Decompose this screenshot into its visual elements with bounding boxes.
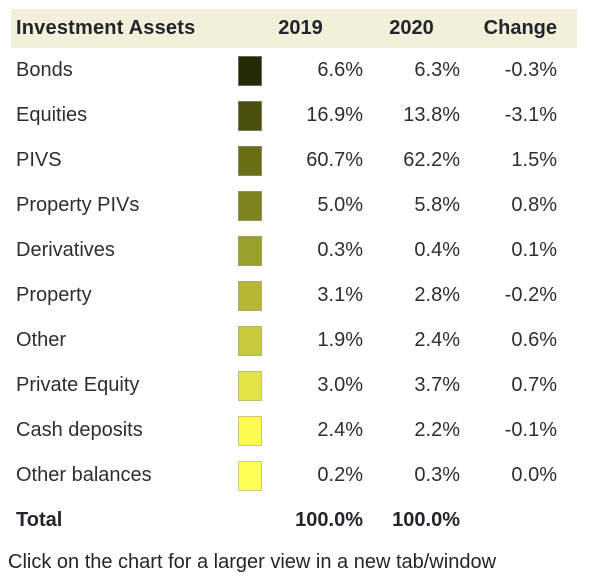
legend-swatch-cell: [238, 460, 268, 491]
value-change: -3.1%: [504, 104, 557, 126]
table-row: Equities 16.9% 13.8% -3.1%: [11, 93, 567, 138]
value-2020: 13.8%: [403, 104, 460, 126]
legend-swatch-cell: [238, 325, 268, 356]
value-2019: 2.4%: [317, 419, 363, 441]
asset-label: Other balances: [16, 464, 152, 486]
header-change: Change: [483, 17, 557, 39]
value-2020: 0.4%: [414, 239, 460, 261]
legend-swatch-cell: [238, 55, 268, 86]
value-change: -0.2%: [504, 284, 557, 306]
legend-swatch: [238, 145, 262, 176]
value-2020: 2.2%: [414, 419, 460, 441]
legend-swatch: [238, 235, 262, 266]
value-change: 0.8%: [511, 194, 557, 216]
value-2019: 60.7%: [306, 149, 363, 171]
table-body: Bonds 6.6% 6.3% -0.3% Equities 16.9% 13.…: [11, 48, 567, 498]
legend-swatch: [238, 280, 262, 311]
legend-swatch-cell: [238, 145, 268, 176]
table-row: Derivatives 0.3% 0.4% 0.1%: [11, 228, 567, 273]
value-change: 0.1%: [511, 239, 557, 261]
asset-label: Equities: [16, 104, 88, 126]
value-change: 0.0%: [511, 464, 557, 486]
asset-label: Property PIVs: [16, 194, 140, 216]
value-2019: 3.1%: [317, 284, 363, 306]
value-2020: 6.3%: [414, 59, 460, 81]
value-2020: 2.4%: [414, 329, 460, 351]
value-2019: 6.6%: [317, 59, 363, 81]
value-2020: 2.8%: [414, 284, 460, 306]
chart-caption: Click on the chart for a larger view in …: [8, 551, 497, 573]
table-row: Private Equity 3.0% 3.7% 0.7%: [11, 363, 567, 408]
value-change: -0.1%: [504, 419, 557, 441]
total-label: Total: [16, 509, 63, 531]
legend-swatch: [238, 325, 262, 356]
value-2020: 62.2%: [403, 149, 460, 171]
value-2020: 5.8%: [414, 194, 460, 216]
value-change: 0.6%: [511, 329, 557, 351]
asset-label: Private Equity: [16, 374, 140, 396]
legend-swatch-cell: [238, 100, 268, 131]
legend-swatch-cell: [238, 280, 268, 311]
legend-swatch: [238, 55, 262, 86]
legend-swatch-cell: [238, 415, 268, 446]
value-change: 0.7%: [511, 374, 557, 396]
legend-swatch: [238, 100, 262, 131]
total-2019: 100.0%: [295, 509, 363, 531]
asset-label: Bonds: [16, 59, 73, 81]
header-2020: 2020: [389, 17, 434, 39]
value-change: -0.3%: [504, 59, 557, 81]
asset-label: Property: [16, 284, 92, 306]
legend-swatch-cell: [238, 235, 268, 266]
value-2019: 3.0%: [317, 374, 363, 396]
legend-swatch: [238, 370, 262, 401]
table-row: Bonds 6.6% 6.3% -0.3%: [11, 48, 567, 93]
table-row: Other 1.9% 2.4% 0.6%: [11, 318, 567, 363]
asset-label: Other: [16, 329, 67, 351]
legend-swatch: [238, 190, 262, 221]
legend-swatch: [238, 415, 262, 446]
table-row: Property PIVs 5.0% 5.8% 0.8%: [11, 183, 567, 228]
value-2019: 0.2%: [317, 464, 363, 486]
value-2020: 0.3%: [414, 464, 460, 486]
legend-swatch: [238, 460, 262, 491]
asset-label: Cash deposits: [16, 419, 143, 441]
value-2019: 5.0%: [317, 194, 363, 216]
value-2019: 0.3%: [317, 239, 363, 261]
table-row: Other balances 0.2% 0.3% 0.0%: [11, 453, 567, 498]
table-row: PIVS 60.7% 62.2% 1.5%: [11, 138, 567, 183]
asset-label: Derivatives: [16, 239, 115, 261]
table-total-row: Total 100.0% 100.0%: [11, 498, 567, 543]
table-row: Cash deposits 2.4% 2.2% -0.1%: [11, 408, 567, 453]
table-row: Property 3.1% 2.8% -0.2%: [11, 273, 567, 318]
header-2019: 2019: [278, 17, 323, 39]
legend-swatch-cell: [238, 190, 268, 221]
legend-swatch-cell: [238, 370, 268, 401]
value-change: 1.5%: [511, 149, 557, 171]
header-investment-assets: Investment Assets: [16, 17, 196, 39]
value-2020: 3.7%: [414, 374, 460, 396]
investment-assets-table[interactable]: Investment Assets 2019 2020 Change Bonds…: [11, 9, 577, 543]
value-2019: 1.9%: [317, 329, 363, 351]
value-2019: 16.9%: [306, 104, 363, 126]
table-header-row: Investment Assets 2019 2020 Change: [11, 9, 577, 48]
asset-label: PIVS: [16, 149, 62, 171]
total-2020: 100.0%: [392, 509, 460, 531]
